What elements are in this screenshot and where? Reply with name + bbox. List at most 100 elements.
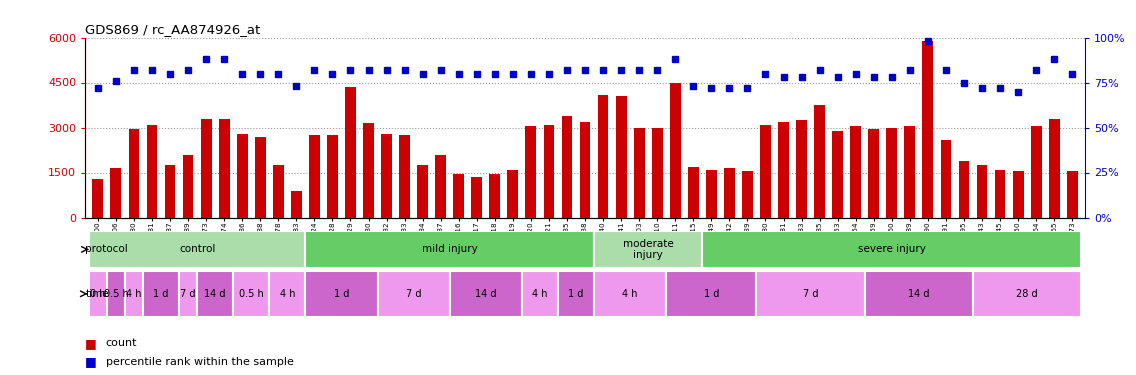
- Bar: [143, 271, 179, 317]
- Text: moderate
injury: moderate injury: [623, 238, 674, 260]
- Bar: [666, 271, 757, 317]
- Bar: [941, 140, 951, 218]
- Text: GDS869 / rc_AA874926_at: GDS869 / rc_AA874926_at: [85, 23, 260, 36]
- Bar: [995, 170, 1005, 217]
- Bar: [833, 130, 843, 218]
- Text: count: count: [106, 338, 137, 348]
- Bar: [778, 122, 788, 218]
- Text: 1 d: 1 d: [703, 289, 719, 299]
- Bar: [634, 128, 644, 218]
- Bar: [309, 135, 319, 218]
- Bar: [868, 129, 879, 218]
- Bar: [89, 231, 306, 268]
- Bar: [616, 96, 627, 218]
- Bar: [702, 231, 1081, 268]
- Bar: [1049, 118, 1060, 218]
- Text: 7 d: 7 d: [406, 289, 421, 299]
- Text: 0.5 h: 0.5 h: [239, 289, 264, 299]
- Text: percentile rank within the sample: percentile rank within the sample: [106, 357, 293, 367]
- Bar: [742, 171, 753, 217]
- Bar: [219, 118, 229, 218]
- Bar: [364, 123, 374, 218]
- Bar: [291, 190, 302, 217]
- Text: 0 h: 0 h: [90, 289, 106, 299]
- Bar: [89, 271, 107, 317]
- Bar: [490, 174, 500, 217]
- Bar: [959, 160, 969, 218]
- Text: time: time: [85, 289, 109, 299]
- Bar: [977, 165, 987, 218]
- Bar: [561, 116, 573, 218]
- Bar: [435, 154, 446, 218]
- Bar: [345, 87, 356, 218]
- Text: 1 d: 1 d: [334, 289, 349, 299]
- Bar: [382, 134, 392, 218]
- Bar: [886, 128, 897, 218]
- Bar: [558, 271, 594, 317]
- Text: protocol: protocol: [85, 244, 128, 254]
- Bar: [1030, 126, 1042, 218]
- Bar: [399, 135, 410, 218]
- Bar: [579, 122, 591, 218]
- Text: 4 h: 4 h: [532, 289, 548, 299]
- Bar: [453, 174, 465, 217]
- Bar: [306, 231, 594, 268]
- Text: ■: ■: [85, 337, 97, 350]
- Text: 4 h: 4 h: [279, 289, 295, 299]
- Bar: [125, 271, 143, 317]
- Bar: [254, 136, 266, 218]
- Text: ■: ■: [85, 356, 97, 368]
- Text: severe injury: severe injury: [858, 244, 926, 254]
- Bar: [508, 170, 518, 217]
- Bar: [450, 271, 521, 317]
- Bar: [1012, 171, 1024, 217]
- Text: 14 d: 14 d: [908, 289, 929, 299]
- Bar: [147, 124, 158, 217]
- Bar: [179, 271, 197, 317]
- Text: mild injury: mild injury: [421, 244, 477, 254]
- Text: 1 d: 1 d: [153, 289, 168, 299]
- Text: control: control: [178, 244, 215, 254]
- Bar: [594, 271, 666, 317]
- Bar: [521, 271, 558, 317]
- Text: 4 h: 4 h: [126, 289, 142, 299]
- Bar: [598, 94, 609, 218]
- Bar: [705, 170, 717, 217]
- Bar: [922, 40, 934, 218]
- Bar: [670, 82, 680, 218]
- Bar: [233, 271, 269, 317]
- Bar: [757, 271, 864, 317]
- Bar: [201, 118, 211, 218]
- Bar: [92, 178, 103, 218]
- Bar: [471, 177, 482, 218]
- Bar: [760, 124, 771, 217]
- Text: 28 d: 28 d: [1017, 289, 1038, 299]
- Text: 7 d: 7 d: [181, 289, 195, 299]
- Bar: [974, 271, 1081, 317]
- Bar: [796, 120, 807, 218]
- Bar: [165, 165, 175, 218]
- Bar: [594, 231, 702, 268]
- Bar: [815, 105, 825, 218]
- Text: 0.5 h: 0.5 h: [103, 289, 128, 299]
- Bar: [688, 166, 699, 218]
- Bar: [851, 126, 861, 218]
- Bar: [377, 271, 450, 317]
- Bar: [543, 124, 554, 217]
- Bar: [864, 271, 974, 317]
- Bar: [327, 135, 337, 218]
- Text: 14 d: 14 d: [475, 289, 496, 299]
- Bar: [236, 134, 248, 218]
- Bar: [197, 271, 233, 317]
- Bar: [110, 168, 122, 217]
- Text: 4 h: 4 h: [623, 289, 638, 299]
- Bar: [1067, 171, 1078, 217]
- Bar: [306, 271, 377, 317]
- Text: 14 d: 14 d: [204, 289, 226, 299]
- Bar: [417, 165, 428, 218]
- Text: 1 d: 1 d: [568, 289, 584, 299]
- Bar: [107, 271, 125, 317]
- Bar: [273, 165, 284, 218]
- Bar: [183, 154, 193, 218]
- Bar: [652, 128, 662, 218]
